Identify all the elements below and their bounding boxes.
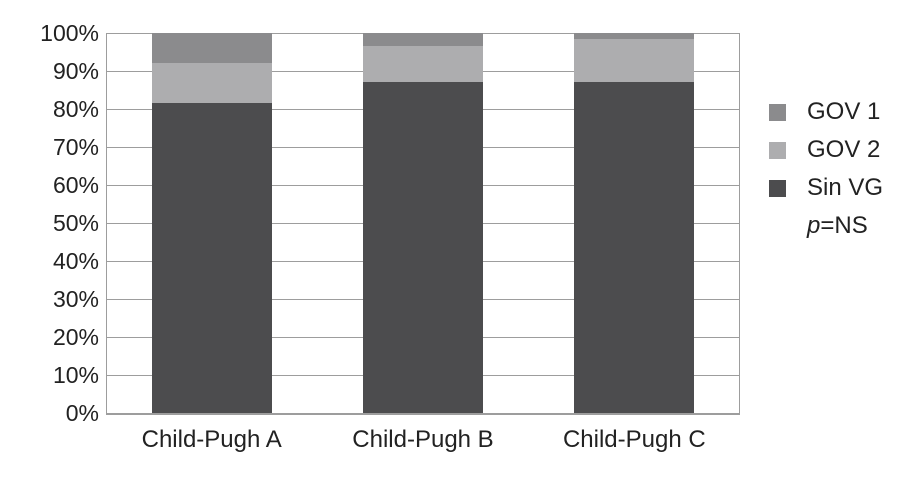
legend-swatch-gov-2-icon [769, 141, 786, 159]
bars [107, 33, 739, 413]
y-tick-label: 90% [52, 58, 99, 84]
y-tick-label: 80% [52, 96, 99, 122]
segment-gov-1 [573, 33, 694, 39]
y-tick-label: 20% [52, 324, 99, 350]
legend-label: GOV 1 [807, 98, 881, 125]
y-tick-label: 100% [40, 20, 99, 46]
segment-gov-2 [152, 63, 273, 104]
legend-item-sin-vg: Sin VG [769, 175, 883, 201]
y-tick-label: 0% [65, 400, 99, 426]
stacked-bar-child-pugh-c [573, 33, 694, 413]
y-tick-label: 40% [52, 248, 99, 274]
legend: GOV 1 GOV 2 Sin VG p=NS [769, 99, 883, 239]
stacked-bar-child-pugh-a [152, 33, 273, 413]
legend-swatch-gov-1-icon [769, 103, 786, 121]
x-axis-label: Child-Pugh A [141, 426, 282, 453]
y-axis: 0% 10% 20% 30% 40% 50% 60% 70% 80% 90% 100% [0, 21, 99, 425]
x-axis-label: Child-Pugh B [352, 426, 494, 453]
y-tick-label: 70% [52, 134, 99, 160]
segment-gov-2 [363, 46, 483, 83]
y-tick-label: 60% [52, 172, 99, 198]
plot-area [106, 33, 740, 415]
segment-gov-2 [573, 38, 694, 83]
segment-gov-1 [152, 33, 273, 64]
legend-items: GOV 1 GOV 2 Sin VG [769, 99, 883, 201]
y-tick-label: 10% [52, 362, 99, 388]
y-tick-label: 50% [52, 210, 99, 236]
segment-sin-vg [152, 103, 273, 413]
legend-item-gov-1: GOV 1 [769, 99, 883, 125]
legend-swatch-sin-vg-icon [769, 179, 786, 197]
bar-column-child-pugh-b [318, 33, 529, 413]
bar-column-child-pugh-a [107, 33, 318, 413]
legend-label: GOV 2 [807, 136, 881, 163]
bar-column-child-pugh-c [528, 33, 739, 413]
legend-note-p: p [807, 212, 821, 239]
segment-gov-1 [363, 33, 483, 47]
y-tick-label: 30% [52, 286, 99, 312]
legend-note: p=NS [807, 213, 883, 239]
segment-sin-vg [573, 82, 694, 413]
stacked-bar-child-pugh-b [363, 33, 483, 413]
segment-sin-vg [363, 82, 483, 413]
x-axis: Child-Pugh A Child-Pugh B Child-Pugh C [106, 426, 740, 454]
legend-label: Sin VG [807, 174, 884, 201]
x-axis-label: Child-Pugh C [562, 426, 706, 453]
legend-item-gov-2: GOV 2 [769, 137, 883, 163]
legend-note-text: =NS [820, 212, 868, 239]
